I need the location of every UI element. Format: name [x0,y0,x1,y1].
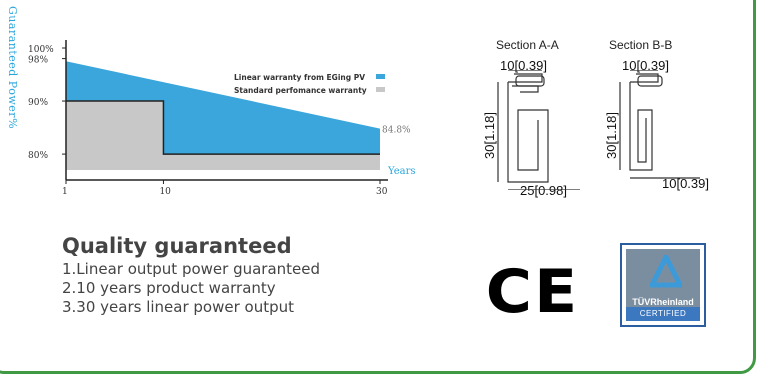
y-axis-label: Guaranteed Power% [6,6,19,130]
legend-swatch [376,87,385,92]
y-tick-label: 90% [28,98,48,108]
tuv-badge: TÜVRheinland CERTIFIED [620,243,706,327]
section-a-top-dim: 10[0.39] [500,58,547,73]
y-tick-label: 98% [28,56,48,66]
y-tick-label: 100% [28,45,54,55]
quality-block: Quality guaranteed 1.Linear output power… [62,234,320,317]
warranty-chart: 100%98% 90% 80% 1 10 30 Years 84.8% Linear warra… [28,40,416,197]
ce-mark: CE [485,257,580,327]
section-b-profile [619,70,700,179]
quality-item-3: 3.30 years linear power output [62,298,295,316]
legend-label: Linear warranty from EGing PV [234,73,365,82]
y-tick-label: 80% [28,151,48,161]
section-a-title: Section A-A [496,38,559,52]
tuv-triangle-icon [650,255,682,288]
x-axis-label: Years [387,166,416,177]
quality-title: Quality guaranteed [62,234,292,258]
quality-item-2: 2.10 years product warranty [62,279,276,297]
legend-label: Standard perfomance warranty [234,86,367,95]
standard-warranty-line [66,100,380,155]
end-value-label: 84.8% [382,126,411,136]
x-tick-label: 30 [376,187,388,197]
section-b-top-dim: 10[0.39] [622,58,669,73]
section-a-bottom-dim: 25[0.98] [520,183,567,198]
x-tick-label: 1 [62,187,68,197]
quality-item-1: 1.Linear output power guaranteed [62,260,321,278]
standard-warranty-area [66,101,380,170]
tuv-name: TÜVRheinland [632,297,694,307]
legend-swatch [376,74,385,79]
x-tick-label: 10 [159,187,171,197]
tuv-certified: CERTIFIED [626,307,700,321]
tuv-inner: TÜVRheinland CERTIFIED [626,249,700,321]
section-b-bottom-dim: 10[0.39] [662,176,709,191]
section-a-profile [497,70,580,190]
section-b-title: Section B-B [609,38,673,52]
